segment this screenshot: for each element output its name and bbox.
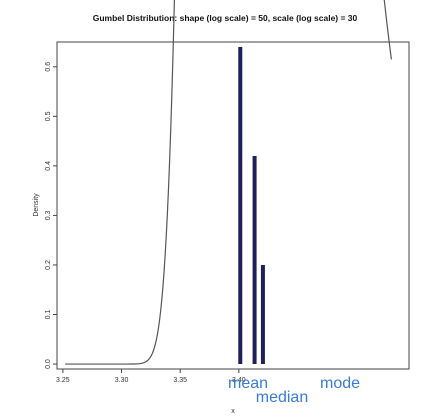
axes-layer: 3.25 3.30 3.35 3.40 0.0 0.1 0.2 0.3 0.4 0.5 0.6 xyxy=(45,62,246,384)
x-tick-label: 3.40 xyxy=(232,377,246,384)
x-tick-label: 3.30 xyxy=(115,377,129,384)
annotation-mode: mode xyxy=(320,375,360,392)
y-tick-label: 0.5 xyxy=(45,111,52,121)
annotation-median: median xyxy=(256,389,308,406)
y-tick-label: 0.4 xyxy=(45,161,52,171)
x-axis-label: x xyxy=(231,408,235,415)
y-tick-label: 0.6 xyxy=(45,62,52,72)
x-tick-label: 3.35 xyxy=(173,377,187,384)
curve-layer xyxy=(65,0,392,365)
annotation-mean: mean xyxy=(228,375,268,392)
y-axis-label: Density xyxy=(33,193,40,217)
plot-frame xyxy=(56,41,410,370)
vertical-lines-layer xyxy=(238,46,265,365)
y-tick-label: 0.2 xyxy=(45,260,52,270)
y-tick-label: 0.3 xyxy=(45,210,52,220)
y-tick-label: 0.1 xyxy=(45,310,52,320)
density-curve xyxy=(65,0,392,365)
chart-title: Gumbel Distribution: shape (log scale) =… xyxy=(93,13,358,23)
y-tick-label: 0.0 xyxy=(45,359,52,369)
x-tick-label: 3.25 xyxy=(56,377,70,384)
